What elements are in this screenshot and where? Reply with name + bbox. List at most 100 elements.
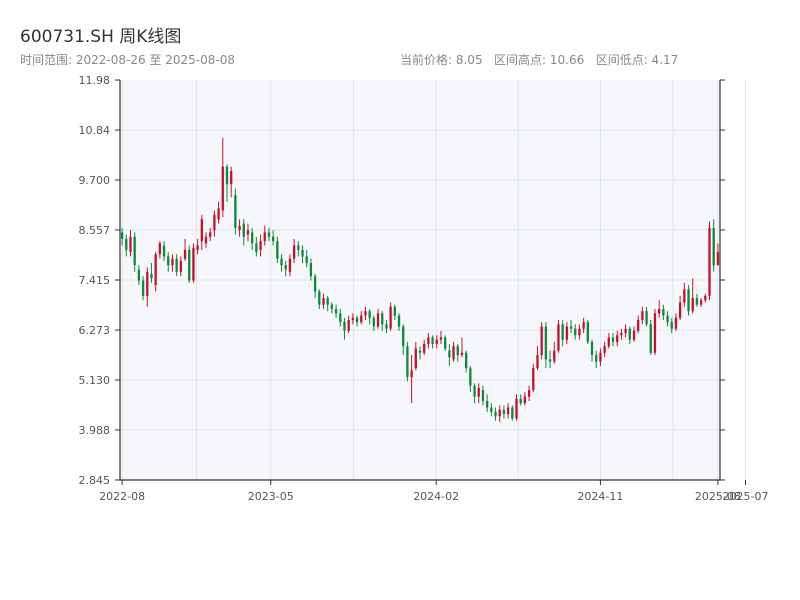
candle	[431, 335, 434, 349]
candle	[712, 219, 715, 272]
candle	[129, 230, 132, 257]
candle	[653, 309, 657, 355]
candle	[465, 350, 468, 373]
candle-body	[699, 300, 703, 305]
y-tick-label: 7.415	[79, 274, 111, 287]
y-tick-label: 3.988	[79, 424, 111, 437]
candle-body	[141, 280, 145, 296]
candle-body	[389, 306, 392, 329]
y-tick-label: 5.130	[79, 374, 111, 387]
candle-body	[599, 352, 602, 362]
candle	[125, 234, 128, 257]
x-tick-label: 2024-11	[577, 490, 623, 503]
candle	[645, 306, 648, 327]
candle	[695, 293, 699, 307]
candle	[586, 319, 589, 345]
candle-body	[301, 249, 304, 257]
current-price-text: 当前价格: 8.05	[400, 53, 483, 67]
candle	[330, 302, 334, 314]
candle-body	[313, 276, 317, 292]
candle-body	[511, 407, 514, 419]
candle	[322, 293, 325, 310]
candle-body	[393, 306, 396, 316]
candle	[334, 304, 338, 318]
candle-body	[595, 354, 598, 362]
candle	[658, 300, 661, 318]
y-tick-label: 10.84	[79, 124, 111, 137]
candle-body	[620, 333, 623, 336]
candle	[553, 341, 556, 364]
candle-body	[687, 289, 690, 312]
candle-body	[439, 337, 443, 340]
candle	[662, 304, 665, 320]
candle-body	[712, 228, 715, 266]
candle-body	[569, 326, 573, 329]
candle	[435, 335, 438, 349]
candle-body	[540, 326, 543, 355]
candle-body	[402, 326, 405, 347]
candle	[225, 164, 229, 202]
candle-body	[133, 236, 136, 266]
candle	[259, 234, 262, 257]
candle-body	[465, 352, 468, 369]
y-tick-label: 11.98	[79, 74, 111, 87]
candle-body	[498, 409, 501, 417]
candle-body	[494, 411, 497, 417]
candle-body	[183, 249, 187, 259]
candle-body	[267, 232, 271, 237]
candle	[418, 346, 422, 360]
candle-body	[347, 319, 350, 331]
candle-body	[225, 166, 229, 185]
candle-body	[423, 344, 426, 353]
candle	[540, 322, 543, 360]
candle	[641, 306, 644, 325]
x-tick-label: 2023-05	[248, 490, 294, 503]
candle	[574, 324, 577, 340]
candle-body	[154, 254, 157, 285]
candle-body	[502, 409, 506, 415]
candle	[267, 228, 271, 242]
candle	[536, 346, 539, 371]
candle-body	[217, 208, 220, 220]
candle-body	[695, 298, 699, 305]
candle	[196, 238, 199, 255]
date-range-text: 时间范围: 2022-08-26 至 2025-08-08	[20, 53, 235, 67]
candle-body	[318, 291, 321, 305]
candle-body	[574, 328, 577, 336]
x-tick-label: 2025-07	[722, 490, 768, 503]
candle-body	[343, 322, 346, 331]
candle	[523, 392, 527, 406]
candle	[678, 295, 682, 320]
candle-body	[653, 313, 657, 353]
candle	[637, 315, 640, 334]
candle	[620, 328, 623, 340]
candle-body	[637, 319, 640, 331]
x-axis-labels: 2022-08 2023-05 2024-02 2024-11 2025-072025-…	[99, 490, 768, 503]
candle	[410, 354, 413, 404]
candle	[532, 363, 535, 393]
candle-body	[485, 400, 489, 408]
candle-body	[385, 324, 388, 329]
candle	[301, 245, 304, 264]
candle	[167, 252, 170, 272]
candle	[255, 236, 258, 257]
candle-body	[137, 269, 141, 281]
candle-body	[611, 337, 615, 342]
candle-body	[209, 232, 212, 237]
candle-body	[448, 350, 451, 358]
candle-body	[263, 232, 266, 242]
candle-body	[628, 328, 631, 340]
candle	[649, 319, 652, 355]
y-tick-label: 2.845	[79, 474, 111, 487]
candle	[611, 333, 615, 347]
candle-body	[280, 258, 283, 266]
axes	[115, 79, 746, 485]
candle	[251, 228, 254, 250]
candle	[381, 311, 384, 331]
candle-body	[355, 317, 359, 323]
candle-body	[658, 309, 661, 314]
candle-body	[632, 330, 636, 340]
candle	[209, 228, 212, 242]
candle	[402, 324, 405, 355]
